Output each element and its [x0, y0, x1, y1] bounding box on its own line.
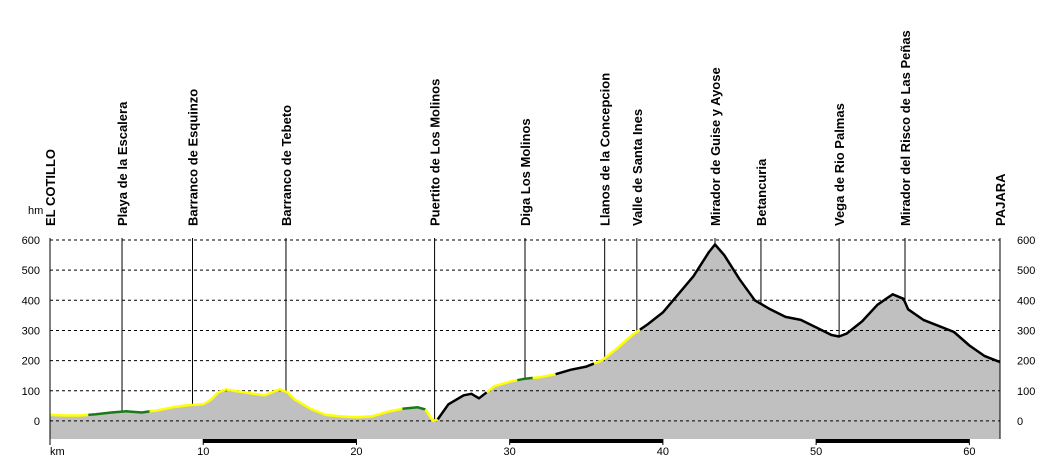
profile-segment-path — [88, 410, 150, 417]
y-tick-label-left: 0 — [34, 416, 40, 428]
y-tick-label-left: 100 — [22, 386, 40, 398]
waypoint-label: EL COTILLO — [43, 149, 58, 226]
y-tick-label-left: 500 — [22, 265, 40, 277]
km-scale-band — [203, 439, 357, 443]
profile-segment-track — [49, 413, 89, 417]
y-tick-label-right: 500 — [1017, 265, 1035, 277]
y-tick-label-right: 300 — [1017, 325, 1035, 337]
profile-segment-track — [424, 408, 439, 423]
profile-segment-path — [517, 376, 533, 382]
profile-segment-track — [149, 388, 403, 419]
profile-segment-track — [532, 372, 556, 380]
y-tick-label-right: 400 — [1017, 295, 1035, 307]
y-unit-label: hm — [28, 205, 43, 217]
x-tick-label: 60 — [963, 446, 975, 458]
x-tick-label: 30 — [504, 446, 516, 458]
y-tick-label-right: 200 — [1017, 356, 1035, 368]
profile-segment-track — [593, 328, 641, 365]
x-tick-label: 10 — [197, 446, 209, 458]
waypoint-label: Llanos de la Concepcion — [598, 73, 613, 226]
x-tick-label: 40 — [657, 446, 669, 458]
x-tick-label: 50 — [810, 446, 822, 458]
waypoint-label: Vega de Rio Palmas — [832, 103, 847, 226]
elevation-area — [50, 244, 1000, 439]
waypoint-label: Barranco de Tebeto — [279, 105, 294, 226]
y-tick-label-left: 600 — [22, 235, 40, 247]
waypoint-label: Puertito de Los Molinos — [428, 79, 443, 226]
x-tick-label: 20 — [350, 446, 362, 458]
km-scale-band — [509, 439, 663, 443]
y-tick-label-right: 0 — [1017, 416, 1023, 428]
profile-segment-paved — [639, 243, 1001, 364]
waypoint-label: Playa de la Escalera — [115, 101, 130, 226]
waypoint-label: Mirador del Risco de Las Peñas — [898, 30, 913, 226]
waypoint-label: Valle de Santa Ines — [630, 109, 645, 226]
x-unit-label: km — [50, 446, 65, 458]
waypoint-label: Mirador de Guise y Ayose — [708, 67, 723, 226]
y-tick-label-left: 300 — [22, 325, 40, 337]
profile-segment-path — [402, 406, 426, 411]
y-tick-label-left: 400 — [22, 295, 40, 307]
waypoint-label: Barranco de Esquinzo — [186, 89, 201, 226]
y-tick-label-left: 200 — [22, 356, 40, 368]
profile-segment-paved — [436, 391, 488, 421]
y-tick-label-right: 600 — [1017, 235, 1035, 247]
profile-segment-track — [485, 378, 518, 394]
waypoint-label: Diga Los Molinos — [518, 118, 533, 226]
y-tick-label-right: 100 — [1017, 386, 1035, 398]
profile-segment-paved — [555, 362, 595, 376]
km-scale-band — [816, 439, 970, 443]
waypoint-label: PAJARA — [993, 173, 1008, 226]
waypoint-label: Betancuria — [754, 158, 769, 226]
